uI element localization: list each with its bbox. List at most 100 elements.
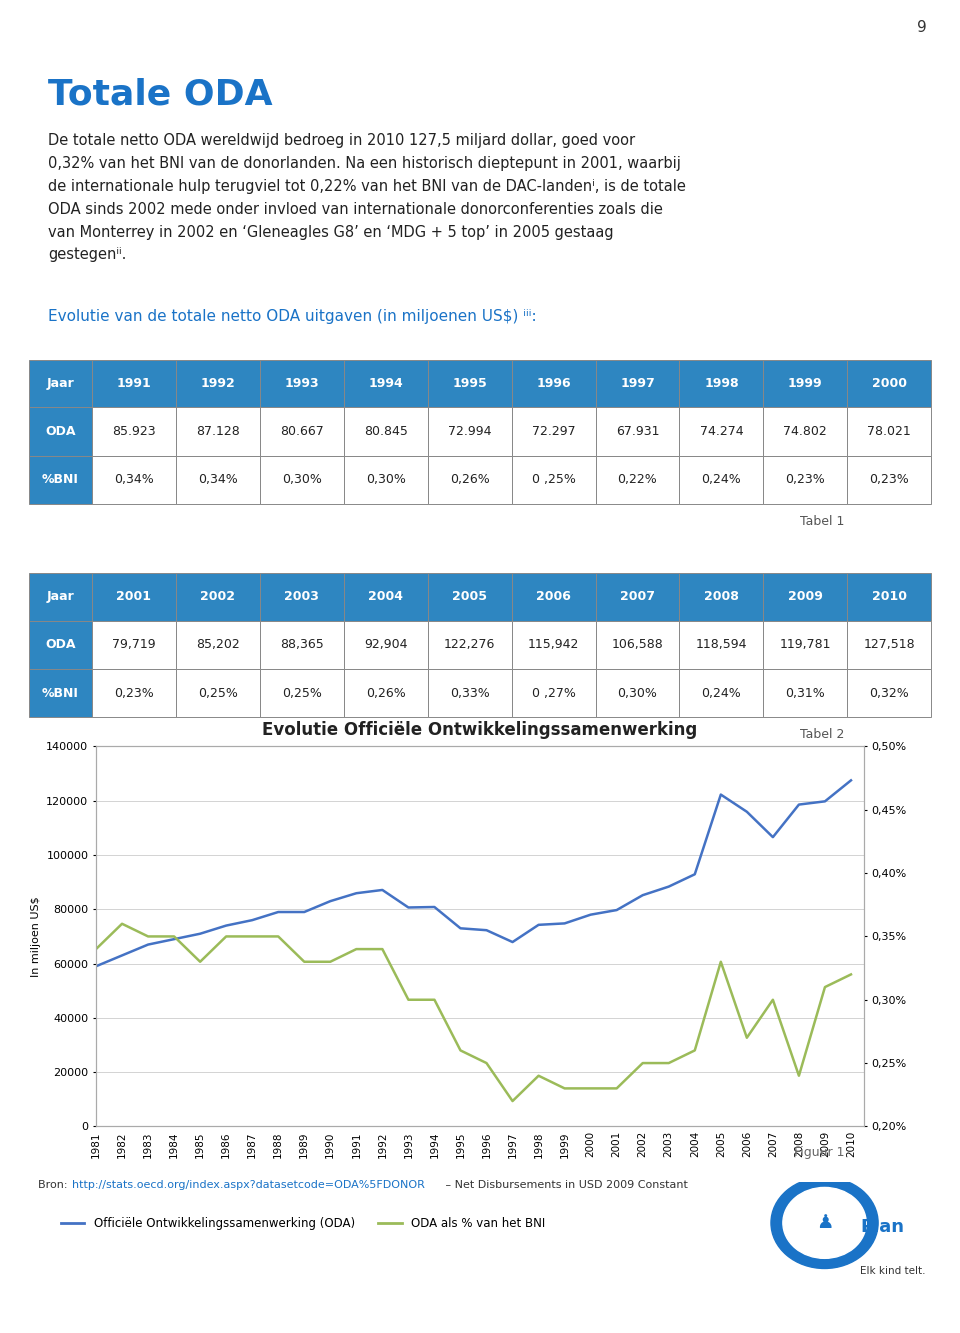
Bar: [344, 573, 427, 621]
Text: 0,25%: 0,25%: [198, 686, 238, 700]
Legend: Officiële Ontwikkelingssamenwerking (ODA), ODA als % van het BNI: Officiële Ontwikkelingssamenwerking (ODA…: [56, 1212, 550, 1234]
Text: 2008: 2008: [704, 591, 739, 604]
Text: 85,202: 85,202: [196, 639, 240, 652]
Text: 74.274: 74.274: [700, 425, 743, 439]
Text: 1999: 1999: [788, 377, 823, 391]
Text: 119,781: 119,781: [780, 639, 831, 652]
Text: 2010: 2010: [872, 591, 907, 604]
Text: 67.931: 67.931: [615, 425, 660, 439]
Bar: [512, 456, 595, 504]
Bar: [848, 621, 931, 669]
Bar: [848, 456, 931, 504]
Text: Plan: Plan: [860, 1217, 904, 1236]
Bar: [595, 456, 680, 504]
Text: 0,23%: 0,23%: [114, 686, 154, 700]
Text: 2006: 2006: [536, 591, 571, 604]
Text: 72.297: 72.297: [532, 425, 575, 439]
Bar: [848, 408, 931, 456]
Text: http://stats.oecd.org/index.aspx?datasetcode=ODA%5FDONOR: http://stats.oecd.org/index.aspx?dataset…: [72, 1180, 425, 1190]
Text: Jaar: Jaar: [46, 377, 74, 391]
Text: 2001: 2001: [116, 591, 152, 604]
Text: 106,588: 106,588: [612, 639, 663, 652]
Circle shape: [771, 1177, 878, 1269]
Text: 118,594: 118,594: [696, 639, 747, 652]
Bar: [512, 408, 595, 456]
Bar: [427, 621, 512, 669]
Bar: [344, 456, 427, 504]
Text: 1995: 1995: [452, 377, 487, 391]
Text: ODA: ODA: [45, 425, 76, 439]
Bar: [260, 573, 344, 621]
Text: 0,30%: 0,30%: [366, 473, 406, 487]
Bar: [763, 456, 848, 504]
Bar: [344, 360, 427, 408]
Bar: [680, 408, 763, 456]
Bar: [595, 669, 680, 717]
Text: Elk kind telt.: Elk kind telt.: [860, 1266, 925, 1276]
Bar: [595, 360, 680, 408]
Bar: [176, 669, 260, 717]
Text: 0,22%: 0,22%: [617, 473, 658, 487]
Bar: [260, 669, 344, 717]
Bar: [848, 669, 931, 717]
Text: 92,904: 92,904: [364, 639, 407, 652]
Text: 0,31%: 0,31%: [785, 686, 826, 700]
Bar: [427, 408, 512, 456]
Bar: [260, 360, 344, 408]
Text: 79,719: 79,719: [112, 639, 156, 652]
Text: 0,24%: 0,24%: [702, 686, 741, 700]
Bar: [680, 456, 763, 504]
Text: 0 ,27%: 0 ,27%: [532, 686, 575, 700]
Text: 80.667: 80.667: [280, 425, 324, 439]
Text: 78.021: 78.021: [868, 425, 911, 439]
Text: 127,518: 127,518: [863, 639, 915, 652]
Text: 0,34%: 0,34%: [198, 473, 238, 487]
Bar: [29, 621, 92, 669]
Text: 0,30%: 0,30%: [282, 473, 322, 487]
Text: 2004: 2004: [369, 591, 403, 604]
Text: 0,33%: 0,33%: [449, 686, 490, 700]
Bar: [260, 621, 344, 669]
Text: Jaar: Jaar: [46, 591, 74, 604]
Text: 0,26%: 0,26%: [366, 686, 405, 700]
Bar: [427, 573, 512, 621]
Text: 1997: 1997: [620, 377, 655, 391]
Text: 115,942: 115,942: [528, 639, 579, 652]
Bar: [29, 360, 92, 408]
Text: De totale netto ODA wereldwijd bedroeg in 2010 127,5 miljard dollar, goed voor
0: De totale netto ODA wereldwijd bedroeg i…: [48, 133, 685, 263]
Bar: [595, 621, 680, 669]
Text: 1991: 1991: [116, 377, 152, 391]
Bar: [29, 408, 92, 456]
Bar: [260, 456, 344, 504]
Text: 0,26%: 0,26%: [449, 473, 490, 487]
Bar: [344, 669, 427, 717]
Text: Totale ODA: Totale ODA: [48, 77, 273, 112]
Text: 1992: 1992: [201, 377, 235, 391]
Bar: [680, 360, 763, 408]
Bar: [176, 621, 260, 669]
Text: 2005: 2005: [452, 591, 487, 604]
Bar: [595, 573, 680, 621]
Text: Tabel 1: Tabel 1: [801, 515, 845, 528]
Bar: [92, 573, 176, 621]
Circle shape: [783, 1188, 866, 1258]
Bar: [176, 408, 260, 456]
Bar: [512, 621, 595, 669]
Bar: [176, 360, 260, 408]
Bar: [680, 573, 763, 621]
Text: 0,23%: 0,23%: [870, 473, 909, 487]
Text: Evolutie van de totale netto ODA uitgaven (in miljoenen US$) ⁱⁱⁱ:: Evolutie van de totale netto ODA uitgave…: [48, 309, 537, 324]
Bar: [92, 669, 176, 717]
Text: 85.923: 85.923: [112, 425, 156, 439]
Text: ♟: ♟: [816, 1213, 833, 1233]
Text: 1996: 1996: [537, 377, 571, 391]
Text: Tabel 2: Tabel 2: [801, 728, 845, 741]
Text: 1994: 1994: [369, 377, 403, 391]
Bar: [427, 669, 512, 717]
Text: 72.994: 72.994: [448, 425, 492, 439]
Text: 1998: 1998: [704, 377, 738, 391]
Bar: [29, 573, 92, 621]
Text: 2000: 2000: [872, 377, 907, 391]
Text: 0 ,25%: 0 ,25%: [532, 473, 575, 487]
Title: Evolutie Officiële Ontwikkelingssamenwerking: Evolutie Officiële Ontwikkelingssamenwer…: [262, 721, 698, 740]
